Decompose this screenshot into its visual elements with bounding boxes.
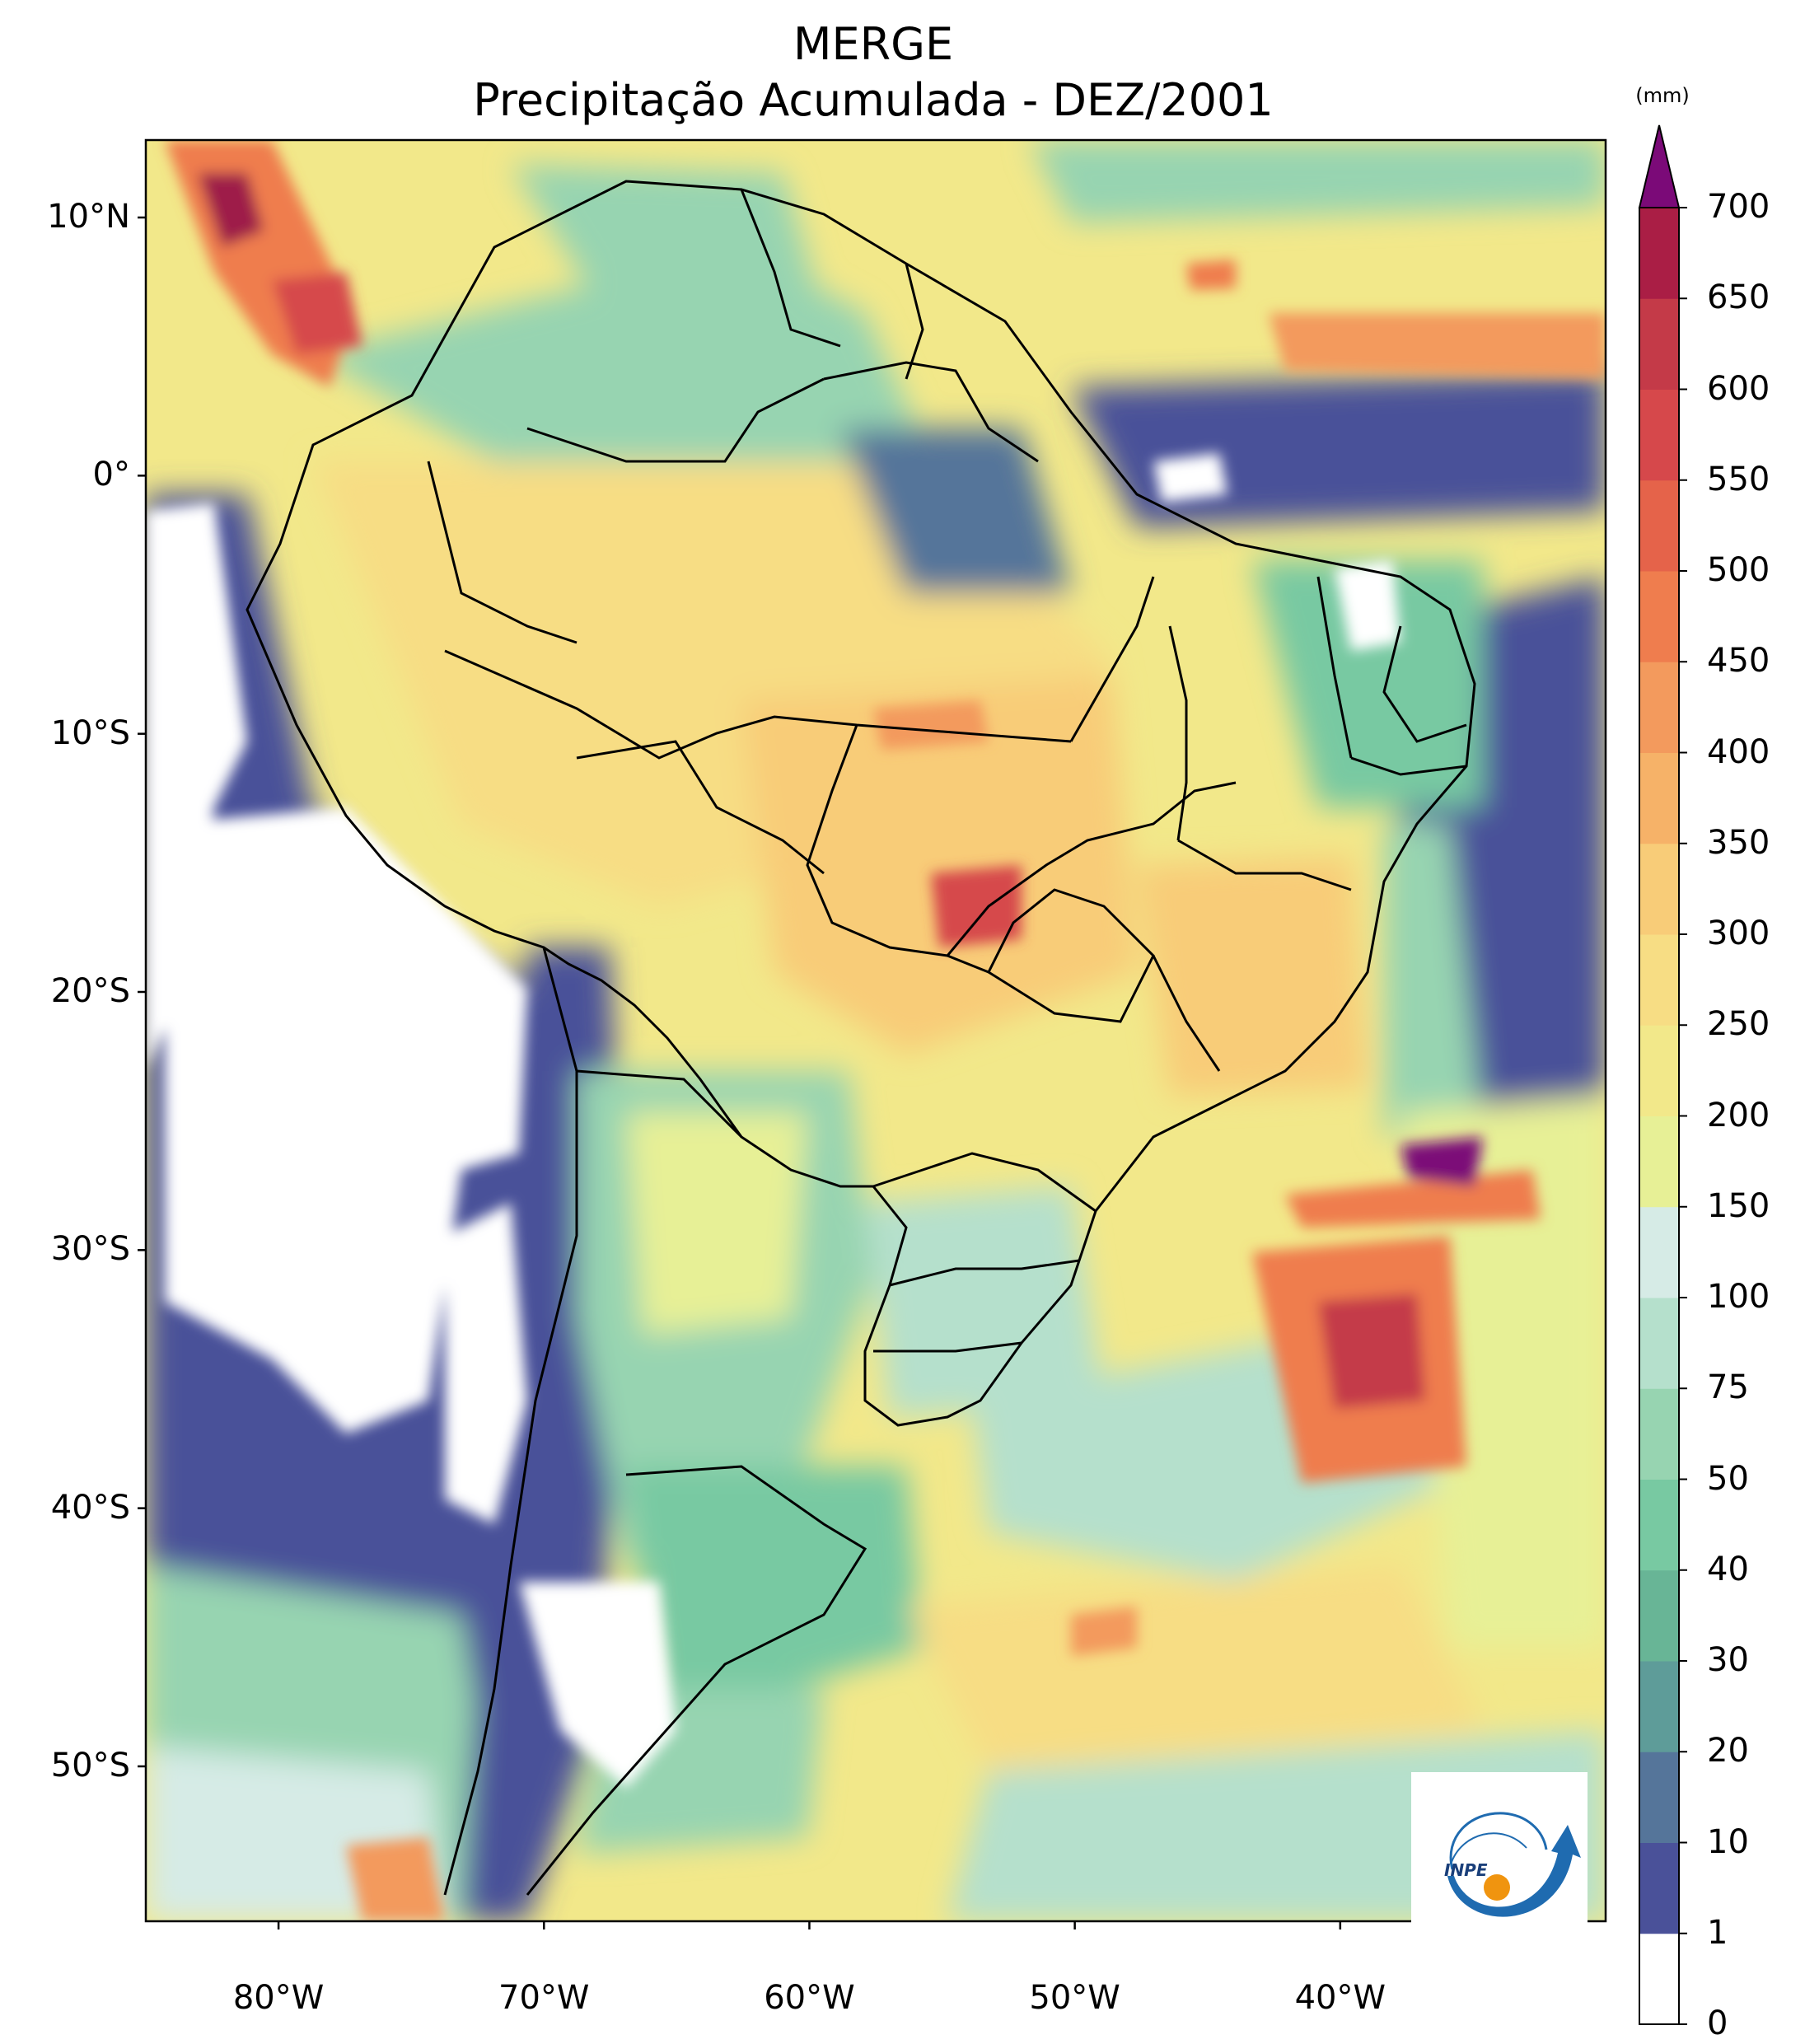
colorbar-segment [1639,571,1679,662]
lon-tick-label: 70°W [498,1979,590,2017]
colorbar-segment [1639,1298,1679,1389]
colorbar-segment [1639,662,1679,753]
colorbar-tick-label: 550 [1707,460,1770,498]
lon-tick-label: 40°W [1294,1979,1386,2017]
colorbar-segment [1639,1479,1679,1571]
colorbar-tick-label: 150 [1707,1186,1770,1225]
colorbar-unit-label: (mm) [1635,84,1690,107]
colorbar-segment [1639,843,1679,935]
lat-tick-label: 10°S [50,713,130,752]
colorbar-tick-label: 10 [1707,1822,1749,1861]
colorbar-tick-label: 40 [1707,1550,1749,1588]
colorbar-segment [1639,1116,1679,1208]
map-title: MERGE [793,18,954,70]
colorbar-tick-label: 0 [1707,2004,1728,2042]
colorbar-segment [1639,752,1679,844]
lat-tick-label: 0° [92,456,130,494]
colorbar-tick-label: 700 [1707,188,1770,226]
map-border [144,138,1607,1923]
map-subtitle: Precipitação Acumulada - DEZ/2001 [473,74,1274,126]
colorbar-tick-label: 75 [1707,1368,1749,1407]
colorbar-tick-label: 30 [1707,1641,1749,1679]
colorbar-segment [1639,298,1679,390]
colorbar-tick-label: 200 [1707,1096,1770,1134]
colorbar-segment [1639,1842,1679,1934]
colorbar-segment [1639,1206,1679,1298]
colorbar-segment [1639,208,1679,299]
lon-tick-label: 80°W [232,1979,325,2017]
colorbar-tick-label: 400 [1707,732,1770,771]
colorbar-tick-label: 450 [1707,642,1770,681]
colorbar-tick-label: 100 [1707,1278,1770,1316]
colorbar-tick-label: 300 [1707,914,1770,952]
colorbar-tick-label: 250 [1707,1005,1770,1044]
inpe-logo: INPE [1411,1772,1588,1945]
colorbar-segment [1639,1388,1679,1480]
colorbar-segment [1639,1933,1679,2025]
colorbar-segment [1639,934,1679,1026]
colorbar-tick-label: 1 [1707,1913,1728,1952]
colorbar-segment [1639,1569,1679,1662]
colorbar-segment [1639,479,1679,572]
colorbar-tick-label: 20 [1707,1732,1749,1770]
colorbar-tick-label: 50 [1707,1459,1749,1498]
colorbar-segment [1639,1025,1679,1116]
colorbar-extend-arrow [1638,124,1681,208]
lon-tick-label: 60°W [764,1979,855,2017]
colorbar-tick-label: 500 [1707,551,1770,589]
colorbar-segment [1639,1661,1679,1752]
political-boundaries [245,180,1476,1896]
lat-tick-label: 10°N [47,198,130,236]
colorbar-tick-label: 600 [1707,369,1770,408]
axis-ticks [138,216,1342,1929]
lat-tick-label: 50°S [50,1747,130,1784]
lat-tick-label: 40°S [50,1488,130,1527]
colorbar-segment [1639,1752,1679,1843]
lat-tick-label: 30°S [50,1230,130,1269]
lon-tick-label: 50°W [1029,1979,1120,2017]
colorbar-tick-label: 650 [1707,278,1770,317]
svg-text:INPE: INPE [1444,1860,1488,1880]
colorbar-segment [1639,389,1679,481]
precipitation-field [146,140,1606,1921]
colorbar-tick-label: 350 [1707,823,1770,862]
lat-tick-label: 20°S [50,972,130,1010]
colorbar [1638,124,1687,2025]
